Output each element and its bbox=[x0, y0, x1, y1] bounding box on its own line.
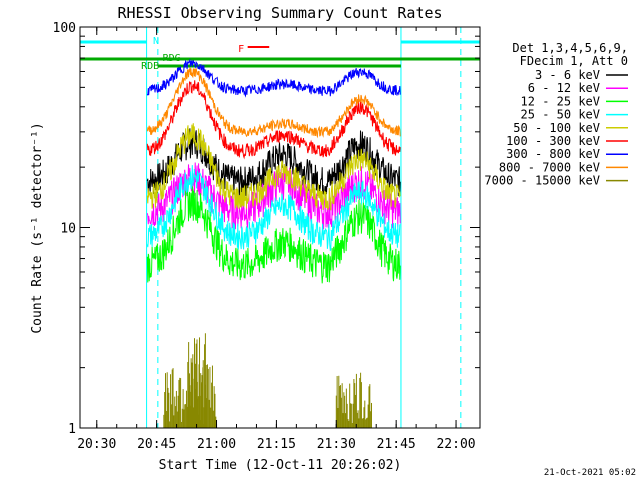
series-25-50-keV-line bbox=[146, 165, 401, 252]
timestamp: 21-Oct-2021 05:02 bbox=[544, 468, 636, 478]
series-100-300-keV-line bbox=[146, 80, 401, 160]
series-50-100-keV-line bbox=[146, 123, 401, 211]
y-tick-label: 1 bbox=[68, 422, 76, 437]
legend-label: 6 - 12 keV bbox=[528, 81, 600, 95]
y-tick-label: 10 bbox=[60, 222, 76, 237]
y-tick-label: 100 bbox=[53, 21, 76, 36]
series-3-6-keV-line bbox=[146, 126, 401, 197]
series-300-800-keV-line bbox=[146, 59, 401, 98]
night-label: N bbox=[153, 36, 159, 47]
x-tick-label: 20:30 bbox=[77, 437, 116, 452]
legend-header-line-1: Det 1,3,4,5,6,9, bbox=[512, 41, 628, 55]
series-800-7000-keV-line bbox=[146, 67, 401, 139]
x-axis-label: Start Time (12-Oct-11 20:26:02) bbox=[159, 458, 402, 473]
legend-label: 800 - 7000 keV bbox=[499, 160, 600, 174]
x-tick-label: 21:00 bbox=[197, 437, 236, 452]
rdg-label: RDG bbox=[163, 53, 181, 64]
legend-label: 3 - 6 keV bbox=[535, 68, 600, 82]
legend-label: 7000 - 15000 keV bbox=[484, 174, 600, 188]
x-tick-label: 21:30 bbox=[317, 437, 356, 452]
legend-label: 12 - 25 keV bbox=[521, 94, 600, 108]
series-12-25-keV-line bbox=[146, 186, 401, 284]
legend-header-line-2: FDecim 1, Att 0 bbox=[520, 54, 628, 68]
legend-label: 300 - 800 keV bbox=[506, 147, 600, 161]
x-tick-label: 21:15 bbox=[257, 437, 296, 452]
x-tick-label: 22:00 bbox=[436, 437, 475, 452]
rdb-label: RDB bbox=[141, 61, 159, 72]
legend-label: 25 - 50 keV bbox=[521, 108, 600, 122]
f-label: F bbox=[238, 44, 244, 55]
x-tick-label: 21:45 bbox=[377, 437, 416, 452]
y-axis-label: Count Rate (s⁻¹ detector⁻¹) bbox=[30, 122, 45, 333]
legend-label: 100 - 300 keV bbox=[506, 134, 600, 148]
x-tick-label: 20:45 bbox=[137, 437, 176, 452]
chart-title: RHESSI Observing Summary Count Rates bbox=[117, 4, 442, 22]
legend-label: 50 - 100 keV bbox=[513, 121, 600, 135]
